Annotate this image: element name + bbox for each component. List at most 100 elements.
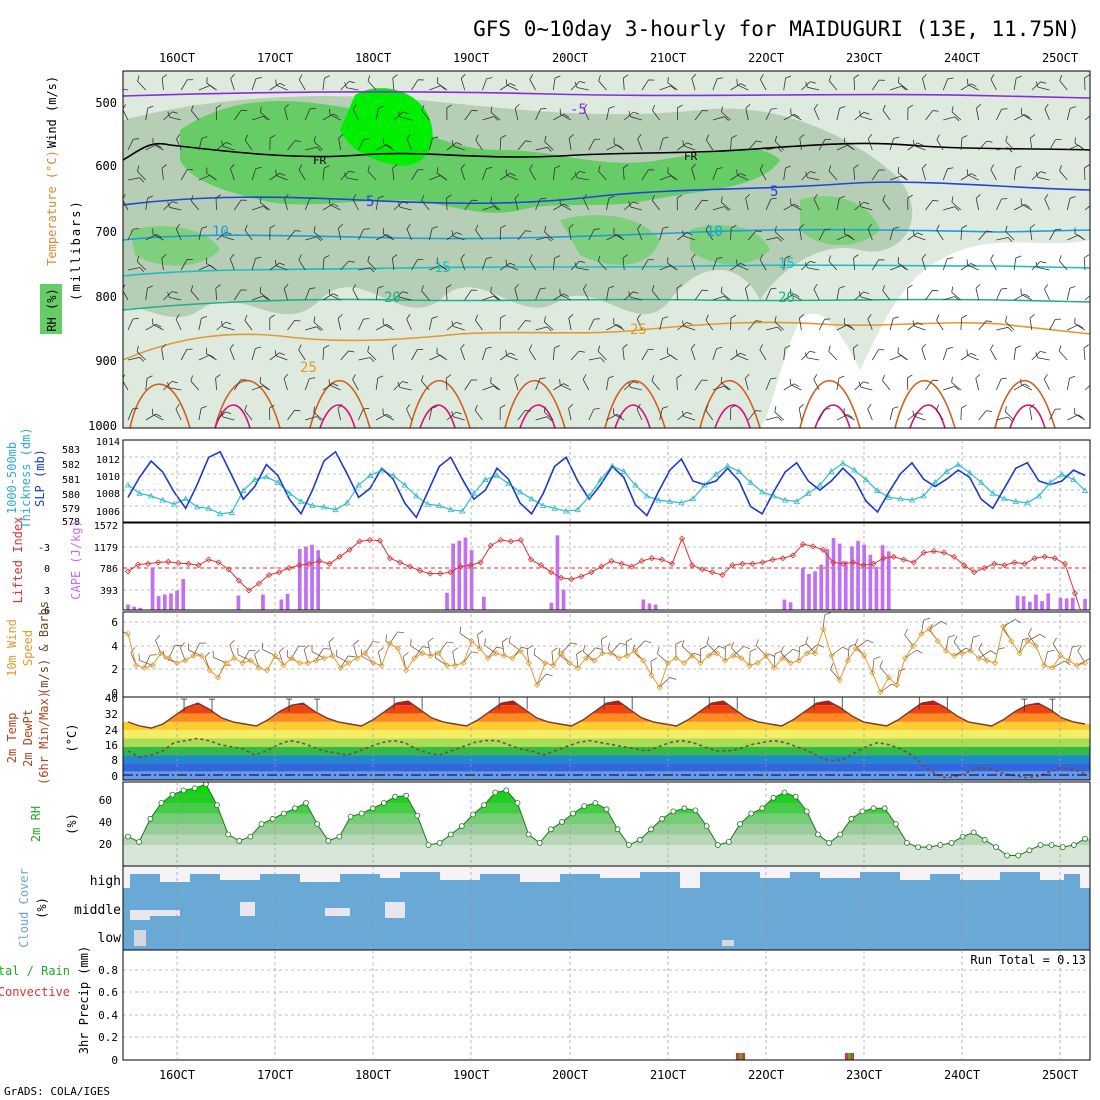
wind-barb-flag [113, 82, 117, 87]
wind-barb-flag [867, 133, 873, 139]
wind-barb-staff [636, 318, 643, 331]
wind-barb-staff [967, 354, 979, 361]
wind-barb-flag [505, 349, 508, 356]
wind-barb [730, 83, 747, 91]
wind-barb [1031, 81, 1047, 91]
wind-barb [990, 254, 997, 271]
rh2m-point [904, 840, 910, 846]
wind-barb [352, 374, 359, 391]
wind-barb-flag [633, 201, 639, 205]
wind10m-barb [438, 641, 454, 654]
wind-label-b: Speed [21, 630, 35, 666]
wind-barb-staff [828, 170, 838, 181]
wind-barb-staff [712, 295, 725, 301]
cape-bar [150, 567, 155, 610]
wind-barb [535, 236, 552, 242]
wind-barb [180, 79, 194, 91]
cape-bar [880, 545, 885, 610]
wind-barb [597, 345, 607, 361]
top-tick-label: 23OCT [846, 51, 882, 65]
wind-barb [340, 80, 355, 91]
wind-barb [852, 344, 859, 361]
rh2m-point [781, 789, 788, 796]
wind-barb-staff [867, 228, 873, 241]
wind-barb-flag [206, 167, 208, 174]
wind-speed-point [1073, 662, 1080, 669]
wind-barb-flag [525, 410, 531, 412]
wind-speed-point [697, 659, 704, 667]
wind-barb [340, 170, 355, 181]
wind-barb-flag [691, 163, 696, 169]
wind-speed-point [542, 659, 549, 667]
wind-speed-point [1024, 638, 1031, 645]
wind-barb [244, 134, 253, 151]
wind-barb [514, 283, 520, 301]
wind-barb-flag [594, 138, 601, 140]
wind-barb-staff [216, 411, 226, 421]
rh2m-point [670, 808, 677, 815]
wind-barb-staff [712, 116, 725, 121]
wind-barb-flag [1077, 324, 1084, 329]
thickness-point [978, 479, 985, 485]
wind-barb [677, 322, 693, 331]
wind-barb-staff [393, 291, 403, 301]
wind-barb [574, 172, 589, 181]
wind10m-barb-flag [427, 637, 434, 643]
wind-speed-point [722, 657, 729, 664]
wind-barb [1013, 114, 1030, 121]
wind-barb-flag [616, 324, 623, 328]
rh2m-point [436, 840, 443, 846]
wind-barb [152, 318, 164, 331]
wind10m-barb-staff [561, 642, 571, 654]
wind-barb-staff [783, 168, 786, 181]
wind-barb-flag [493, 116, 499, 121]
wind-barb-staff [506, 355, 519, 361]
wind-barb-flag [432, 136, 439, 139]
wind-barb-flag [613, 227, 615, 234]
wind10m-barb [681, 639, 693, 656]
precip-labels: Total / Rain Convective 3hr Precip (mm) [0, 946, 91, 1054]
wind-barb-flag [912, 410, 915, 417]
contour-label: 25 [630, 322, 647, 338]
top-tick-label: 17OCT [257, 51, 293, 65]
wind-barb-flag [686, 411, 693, 415]
wind-barb [801, 81, 816, 91]
wind-barb-flag [731, 135, 737, 139]
y-tick-label: 0.6 [98, 986, 118, 999]
rh2m-point [514, 800, 521, 806]
wind-barb [652, 104, 660, 121]
wind10m-barb-staff [509, 642, 521, 652]
wind-barb-staff [446, 411, 457, 421]
wind-barb-staff [747, 140, 757, 151]
wind-barb-staff [613, 323, 625, 331]
wind-speed-point [689, 652, 696, 659]
wind-barb-flag [986, 410, 993, 412]
wind-barb-staff [127, 228, 134, 241]
wind-barb-staff [260, 202, 271, 211]
wind-barb-flag [475, 134, 479, 141]
wind-speed-point [746, 662, 753, 669]
wind-barb [912, 320, 926, 331]
wind10m-barb [610, 642, 627, 654]
thickness-point [574, 506, 581, 513]
wind10m-barb-staff [879, 666, 889, 678]
wind-barb-flag [392, 254, 398, 259]
wind10m-barb [336, 649, 350, 664]
wind-barb [921, 163, 927, 181]
wind-barb [180, 258, 193, 271]
wind-barb-staff [623, 291, 634, 301]
wind-barb-staff [774, 231, 785, 241]
wind-barb-flag [702, 110, 709, 112]
wind-barb-staff [375, 108, 379, 121]
wind10m-barb-flag [286, 649, 288, 657]
cape-bar [482, 596, 486, 610]
wind-barb-staff [490, 202, 501, 211]
wind-barb-staff [765, 236, 778, 241]
wind-barb-staff [1029, 228, 1033, 241]
wind10m-barb-staff [364, 641, 374, 654]
wind-speed-point [574, 664, 581, 671]
cape-bar [843, 561, 848, 610]
wind-barb-flag [975, 193, 981, 199]
wind-barb-staff [712, 168, 718, 181]
bottom-tick-label: 24OCT [944, 1068, 980, 1082]
